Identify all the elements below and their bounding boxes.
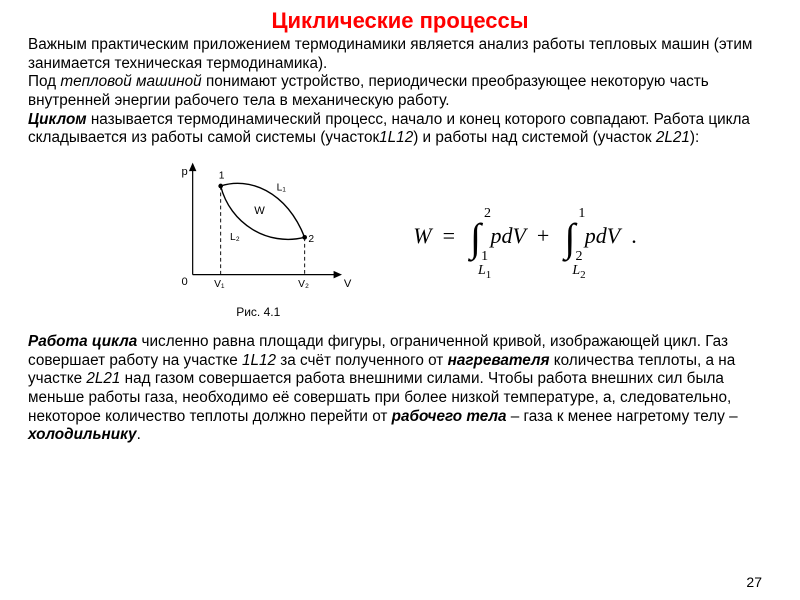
p1-em-4: 2L21: [656, 129, 690, 146]
eq-plus: +: [537, 223, 549, 248]
integral-2: 1 ∫ 2 L2: [564, 218, 575, 258]
int1-lower-sub: 1: [486, 268, 492, 280]
slide-title: Циклические процессы: [28, 8, 772, 34]
int1-lower: 1 L1: [478, 250, 491, 281]
eq-equals: =: [443, 223, 455, 248]
int2-lower-top: 2: [575, 249, 582, 264]
area-W-label: W: [255, 205, 266, 217]
slide: Циклические процессы Важным практическим…: [0, 0, 800, 600]
int2-lower-sub: 2: [580, 268, 586, 280]
int1-upper: 2: [484, 206, 491, 222]
paragraph-2: Работа цикла численно равна площади фигу…: [28, 333, 772, 445]
p2-em-6: холодильнику: [28, 426, 137, 443]
pv-diagram: p V 0 1 2 L₁ L₂ W V₁ V₂ Рис. 4.1: [163, 158, 353, 319]
p2-em-4: 2L21: [86, 370, 120, 387]
point-1-label: 1: [219, 170, 225, 181]
p2-em-5: рабочего тела: [392, 408, 507, 425]
p2-em-2: 1L12: [242, 352, 276, 369]
point-2-label: 2: [309, 234, 315, 245]
curve-L1-label: L₁: [277, 183, 287, 194]
int2-lower: 2 L2: [572, 250, 585, 281]
diagram-svg: p V 0 1 2 L₁ L₂ W V₁ V₂: [163, 158, 353, 298]
axis-p-label: p: [182, 166, 188, 178]
curve-L2-label: L₂: [230, 232, 240, 243]
p1-text-5: ) и работы над системой (участок: [413, 129, 656, 146]
p2-em-1: Работа цикла: [28, 333, 137, 350]
equation: W = 2 ∫ 1 L1 pdV + 1 ∫ 2 L2 pdV: [413, 218, 637, 258]
eq-period: .: [631, 223, 637, 248]
axis-v-label: V: [344, 278, 352, 290]
p1-text-6: ):: [690, 129, 699, 146]
eq-lhs: W: [413, 223, 431, 248]
p2-text-2: за счёт полученного от: [276, 352, 448, 369]
int2-lower-bot: L: [572, 263, 580, 278]
int1-lower-top: 1: [481, 249, 488, 264]
p1-em-1: тепловой машиной: [60, 73, 201, 90]
p2-em-3: нагревателя: [448, 352, 550, 369]
int1-integrand: pdV: [490, 223, 525, 248]
p1-em-3: 1L12: [379, 129, 413, 146]
p1-em-2: Циклом: [28, 111, 87, 128]
figure-row: p V 0 1 2 L₁ L₂ W V₁ V₂ Рис. 4.1 W = 2 ∫…: [28, 158, 772, 319]
page-number: 27: [746, 574, 762, 590]
paragraph-1: Важным практическим приложением термодин…: [28, 36, 772, 148]
int2-integrand: pdV: [585, 223, 620, 248]
int2-upper: 1: [578, 206, 585, 222]
v2-label: V₂: [298, 279, 309, 290]
p1-text-1: Важным практическим приложением термодин…: [28, 36, 752, 72]
figure-caption: Рис. 4.1: [163, 305, 353, 319]
p2-text-6: .: [137, 426, 141, 443]
integral-1: 2 ∫ 1 L1: [470, 218, 481, 258]
origin-label: 0: [182, 276, 188, 288]
p1-text-2: Под: [28, 73, 60, 90]
int1-lower-bot: L: [478, 263, 486, 278]
v1-label: V₁: [214, 279, 225, 290]
p2-text-5: – газа к менее нагретому телу –: [506, 408, 737, 425]
